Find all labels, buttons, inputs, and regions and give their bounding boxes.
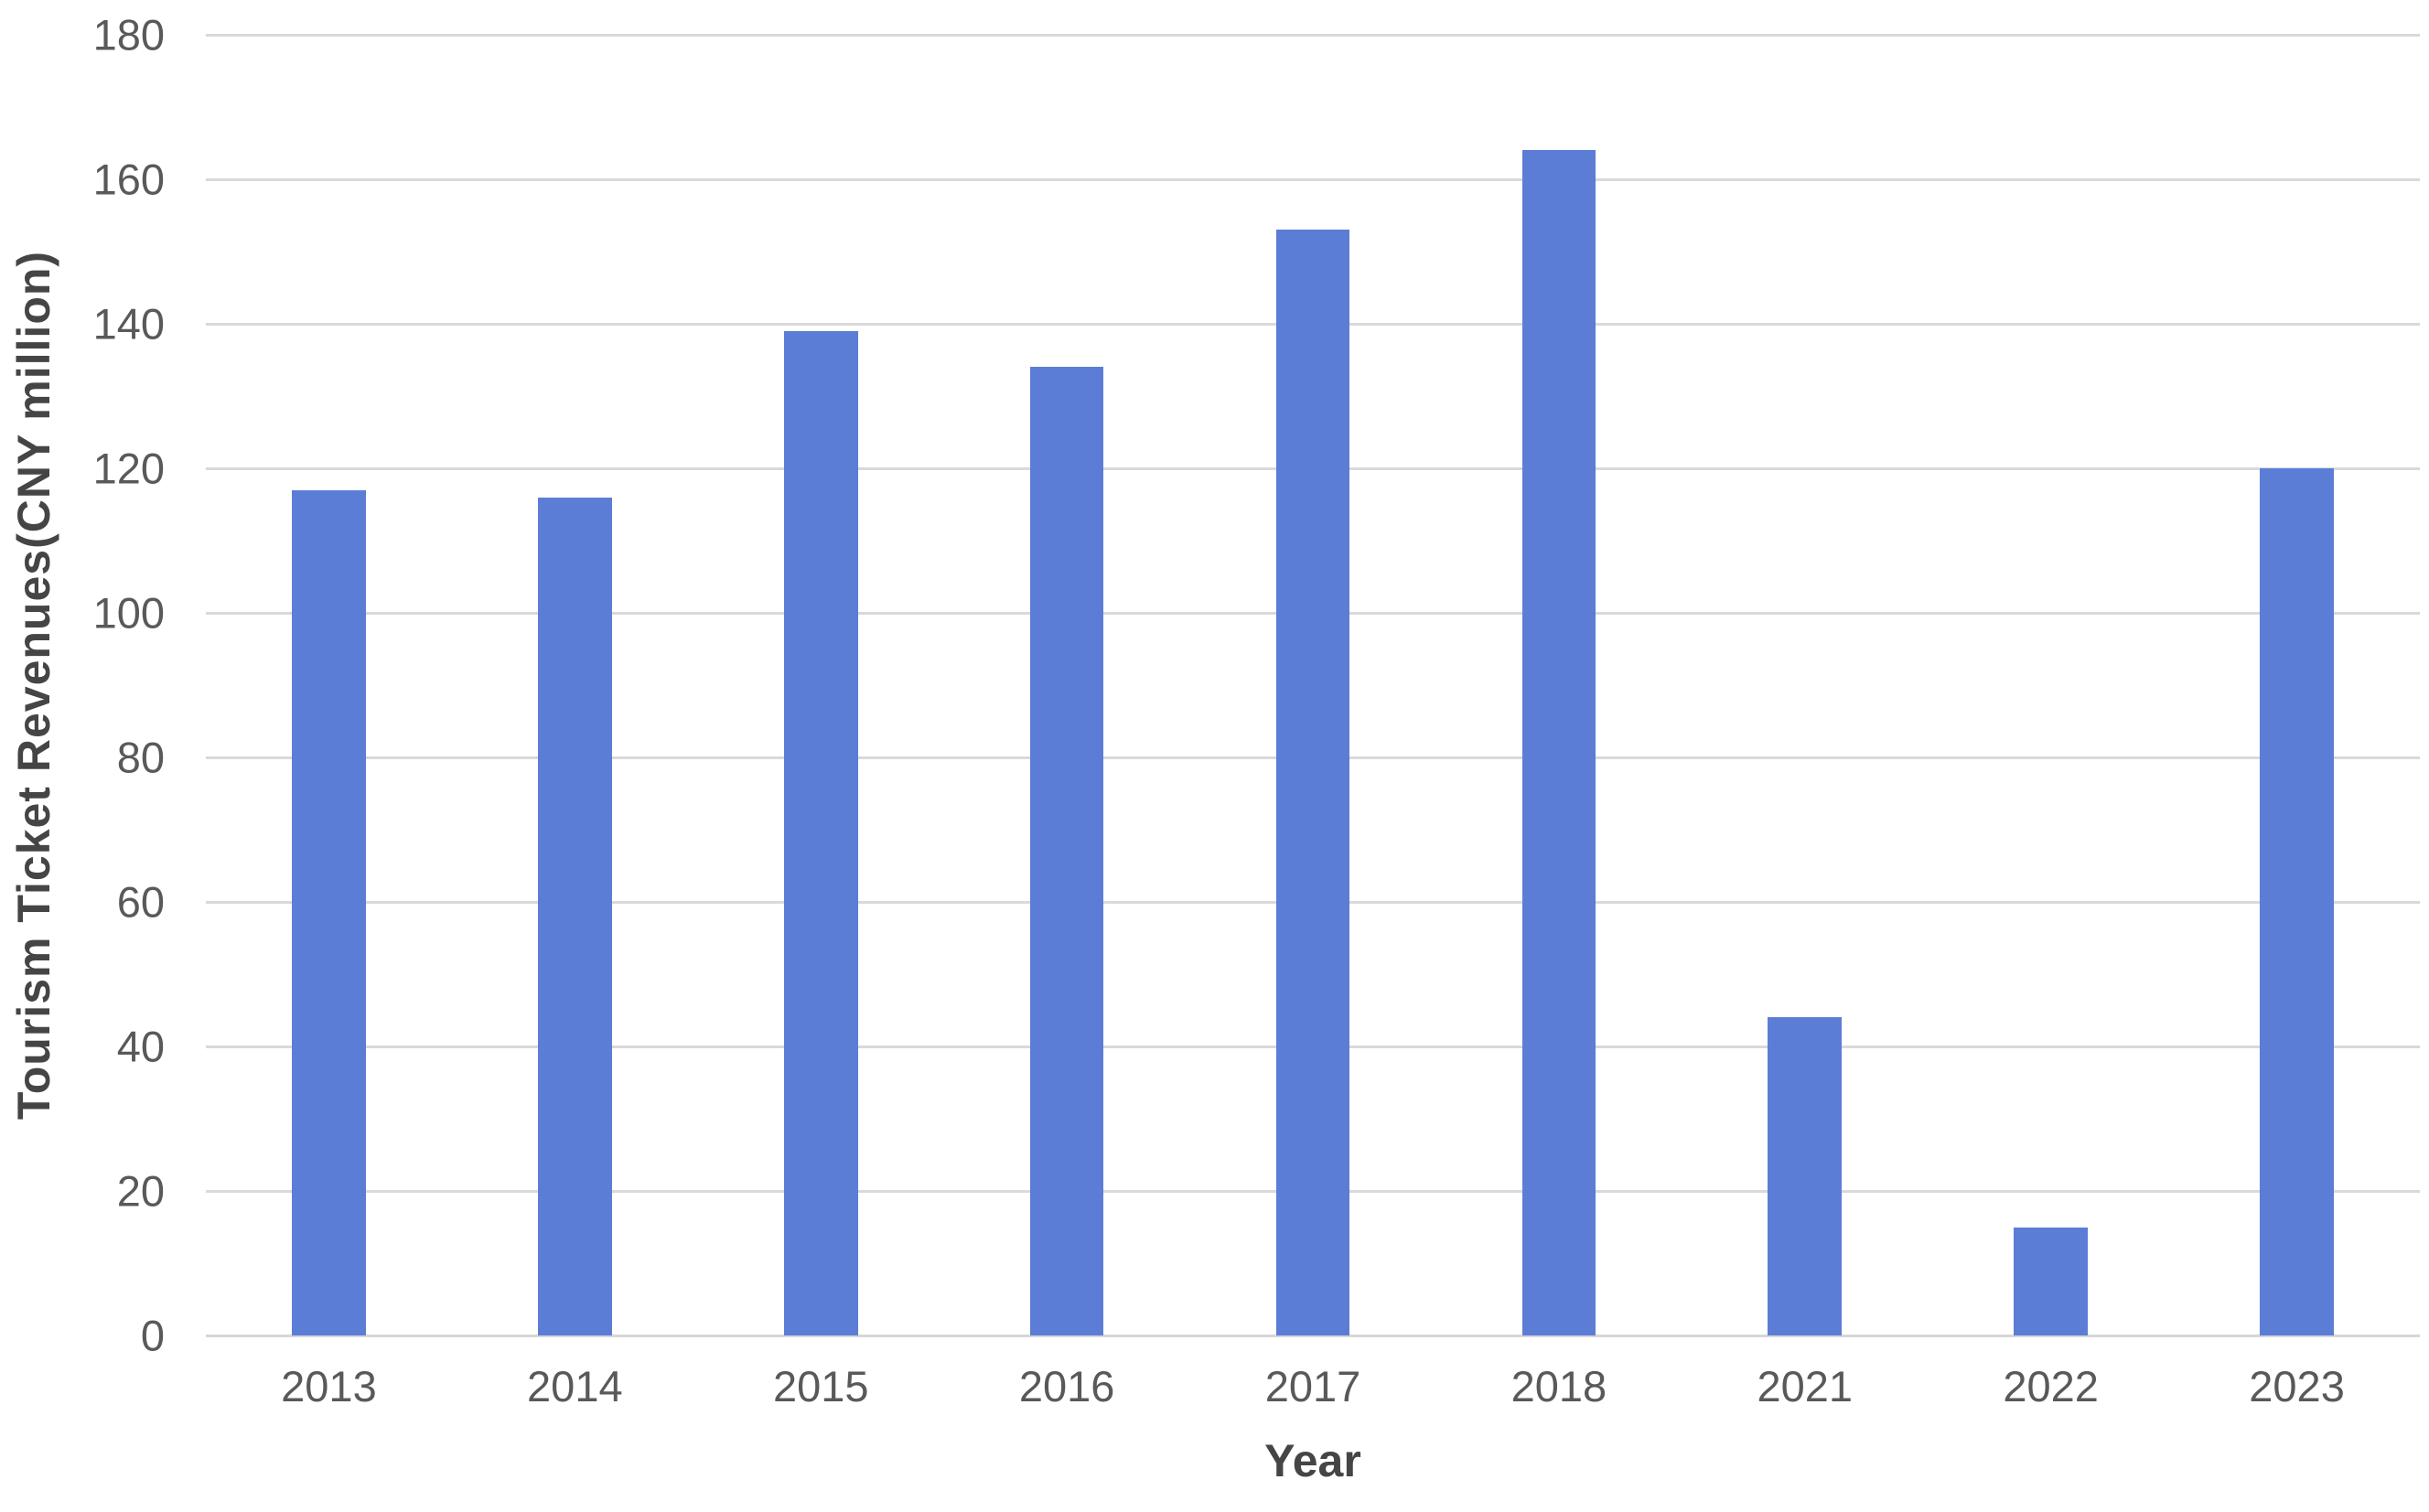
bar-2023 — [2260, 468, 2334, 1335]
bar-slot — [1682, 35, 1928, 1335]
bar-slot — [206, 35, 452, 1335]
y-tick-label: 60 — [116, 877, 165, 927]
bar-2021 — [1768, 1017, 1843, 1335]
x-axis-title: Year — [1264, 1435, 1361, 1486]
bar-series — [206, 35, 2420, 1335]
x-tick-label: 2017 — [1264, 1362, 1361, 1410]
x-tick-label: 2018 — [1510, 1362, 1607, 1410]
y-tick-label: 120 — [92, 444, 165, 493]
bar-2013 — [292, 489, 366, 1335]
y-tick-label: 160 — [92, 155, 165, 204]
bar-slot — [452, 35, 698, 1335]
bar-2015 — [783, 330, 858, 1335]
y-tick-label: 40 — [116, 1022, 165, 1071]
gridline — [206, 34, 2420, 37]
bar-2018 — [1521, 150, 1596, 1335]
y-tick-label: 80 — [116, 733, 165, 782]
x-tick-label: 2022 — [2003, 1362, 2099, 1410]
bar-2016 — [1029, 367, 1104, 1335]
y-tick-label: 0 — [140, 1311, 165, 1360]
x-tick-label: 2014 — [527, 1362, 623, 1410]
bar-slot — [944, 35, 1190, 1335]
x-tick-label: 2015 — [772, 1362, 869, 1410]
bar-slot — [1928, 35, 2174, 1335]
x-tick-label: 2016 — [1018, 1362, 1115, 1410]
y-tick-label: 20 — [116, 1166, 165, 1216]
bar-2017 — [1275, 230, 1350, 1335]
bar-slot — [2174, 35, 2420, 1335]
bar-2014 — [538, 497, 612, 1335]
x-tick-label: 2023 — [2249, 1362, 2345, 1410]
y-tick-label: 180 — [92, 10, 165, 59]
gridline — [206, 178, 2420, 181]
x-tick-label: 2013 — [281, 1362, 377, 1410]
x-tick-label: 2021 — [1757, 1362, 1854, 1410]
bar-2022 — [2014, 1227, 2088, 1335]
y-tick-label: 100 — [92, 588, 165, 638]
y-axis-title: Tourism Ticket Revenues(CNY million) — [8, 250, 59, 1121]
x-axis-tick-labels: 2013 2014 2015 2016 2017 2018 2021 2022 2023 — [206, 1361, 2420, 1411]
plot-area — [206, 34, 2420, 1337]
bar-slot — [1190, 35, 1436, 1335]
bar-slot — [1435, 35, 1682, 1335]
y-tick-label: 140 — [92, 299, 165, 349]
x-axis-line — [206, 1335, 2420, 1337]
bar-slot — [698, 35, 944, 1335]
